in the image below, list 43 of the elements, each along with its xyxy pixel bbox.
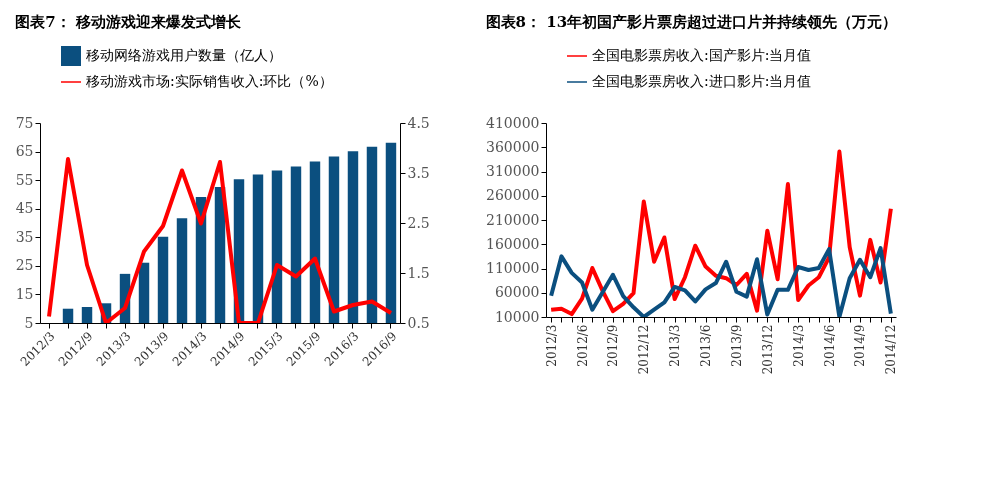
x-tick-label: 2014/6 xyxy=(822,324,837,367)
x-tick-label: 2013/12 xyxy=(760,324,775,375)
y2-tick-label: 2.5 xyxy=(407,214,430,231)
y2-tick-label: 0.5 xyxy=(407,314,430,331)
y-tick-label: 75 xyxy=(15,114,34,131)
x-tick-label: 2012/3 xyxy=(544,324,559,367)
legend-label: 移动网络游戏用户数量（亿人） xyxy=(86,47,282,63)
x-tick-label: 2014/9 xyxy=(853,324,868,367)
y-tick-label: 35 xyxy=(15,228,34,245)
y-tick-label: 160000 xyxy=(486,235,540,252)
y-tick-label: 310000 xyxy=(486,163,540,179)
y-tick-label: 110000 xyxy=(486,260,540,276)
x-tick-label: 2014/3 xyxy=(791,324,806,367)
x-tick-label: 2012/12 xyxy=(637,324,652,375)
line-series xyxy=(549,246,893,317)
x-tick-label: 2014/12 xyxy=(884,324,899,375)
y-tick-label: 45 xyxy=(15,200,34,217)
y-tick-label: 260000 xyxy=(486,187,540,204)
x-tick-label: 2013/6 xyxy=(699,324,714,367)
y-tick-label: 5 xyxy=(24,314,34,331)
y-tick-label: 65 xyxy=(15,143,34,160)
y-tick-label: 55 xyxy=(15,171,34,188)
y-tick-label: 410000 xyxy=(486,114,540,131)
chart-title: 图表8： 13年初国产影片票房超过进口片并持续领先（万元） xyxy=(485,13,898,31)
y-tick-label: 15 xyxy=(15,285,34,302)
y-tick-label: 25 xyxy=(15,257,34,274)
y-tick-label: 210000 xyxy=(486,211,540,228)
legend-label: 全国电影票房收入:进口影片:当月值 xyxy=(592,73,812,89)
y2-tick-label: 1.5 xyxy=(407,264,430,281)
x-tick-label: 2012/9 xyxy=(606,324,621,367)
x-tick-label: 2012/6 xyxy=(575,324,590,367)
y-tick-label: 360000 xyxy=(486,138,540,155)
chart-title: 图表7： 移动游戏迎来爆发式增长 xyxy=(15,13,242,31)
y-tick-label: 10000 xyxy=(494,308,540,325)
x-tick-label: 2013/9 xyxy=(729,324,744,367)
x-tick-label: 2013/3 xyxy=(668,324,683,367)
line-series xyxy=(47,157,393,323)
line-series xyxy=(549,149,893,317)
y2-tick-label: 3.5 xyxy=(407,164,430,181)
y2-tick-label: 4.5 xyxy=(407,114,430,131)
y-tick-label: 60000 xyxy=(494,284,540,301)
legend-label: 移动游戏市场:实际销售收入:环比（%） xyxy=(86,73,333,89)
legend-label: 全国电影票房收入:国产影片:当月值 xyxy=(592,47,812,63)
